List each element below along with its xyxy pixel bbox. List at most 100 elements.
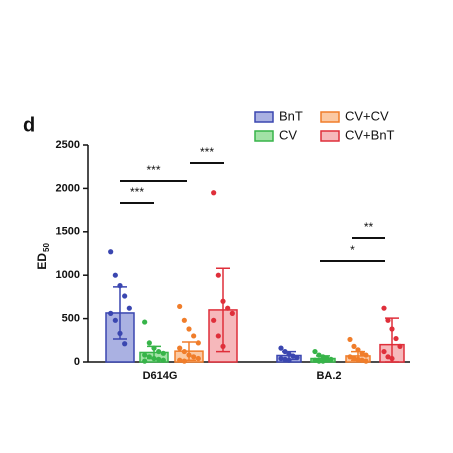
data-point: [177, 345, 183, 351]
legend-label: CV+BnT: [345, 127, 395, 142]
data-point: [290, 353, 296, 359]
data-point: [156, 348, 162, 355]
y-tick-label: 2500: [56, 139, 80, 151]
data-point: [355, 347, 361, 353]
data-point: [160, 357, 166, 363]
panel-label: d: [23, 114, 35, 136]
data-point: [117, 283, 123, 289]
data-point: [385, 354, 391, 360]
data-point: [211, 190, 217, 196]
data-point: [191, 333, 197, 339]
data-point: [211, 317, 217, 323]
data-point: [142, 319, 148, 325]
data-point: [156, 356, 162, 362]
data-point: [286, 351, 292, 357]
data-point: [347, 336, 353, 343]
y-label-main: ED: [35, 253, 49, 270]
data-point: [347, 354, 353, 360]
legend-label: BnT: [279, 108, 303, 123]
data-point: [381, 305, 387, 311]
data-point: [112, 317, 118, 323]
data-point: [215, 333, 221, 339]
data-point: [312, 357, 318, 363]
data-point: [363, 352, 369, 358]
data-point: [389, 355, 395, 362]
significance-label: *: [350, 243, 355, 257]
data-point: [381, 348, 387, 355]
data-point: [220, 343, 226, 349]
legend-label: CV: [279, 127, 297, 142]
data-point: [316, 352, 322, 358]
data-point: [181, 317, 187, 323]
data-point: [278, 355, 284, 362]
data-point: [351, 343, 357, 349]
data-point: [126, 305, 132, 311]
y-tick-label: 1000: [56, 269, 80, 281]
data-point: [177, 303, 183, 310]
legend-swatch: [320, 111, 340, 123]
data-point: [186, 352, 192, 358]
data-point: [278, 345, 284, 351]
data-point: [229, 310, 235, 316]
data-point: [286, 357, 292, 363]
y-label: ED 50: [35, 243, 51, 270]
data-point: [146, 340, 152, 346]
data-point: [151, 345, 157, 351]
data-point: [389, 326, 395, 332]
legend-swatch: [254, 111, 274, 123]
data-point: [160, 350, 166, 356]
data-point: [328, 356, 334, 362]
y-tick-label: 1500: [56, 226, 80, 238]
data-point: [142, 358, 148, 364]
y-tick-label: 2000: [56, 182, 80, 194]
data-point: [282, 356, 288, 362]
y-tick-label: 0: [74, 356, 80, 368]
data-point: [195, 340, 201, 346]
data-point: [142, 352, 148, 358]
legend-swatch: [254, 130, 274, 142]
data-point: [324, 355, 330, 362]
data-point: [177, 357, 183, 363]
x-tick-label: D614G: [143, 370, 178, 382]
data-point: [393, 335, 399, 342]
data-point: [385, 317, 391, 323]
data-point: [181, 348, 187, 355]
data-point: [108, 310, 114, 316]
significance-label: ***: [200, 145, 214, 159]
data-point: [225, 305, 231, 311]
data-point: [359, 350, 365, 356]
data-point: [215, 272, 221, 278]
data-point: [181, 358, 187, 364]
significance-label: **: [364, 220, 374, 234]
y-label-sub: 50: [42, 243, 51, 252]
legend-label: CV+CV: [345, 108, 389, 123]
data-point: [112, 272, 118, 278]
data-point: [122, 341, 128, 347]
data-point: [282, 348, 288, 355]
significance-label: ***: [130, 185, 144, 199]
data-point: [320, 354, 326, 360]
data-point: [359, 357, 365, 363]
data-point: [151, 355, 157, 362]
data-point: [320, 358, 326, 364]
significance-label: ***: [146, 163, 160, 177]
data-point: [122, 293, 128, 299]
data-point: [294, 355, 300, 361]
x-tick-label: BA.2: [316, 370, 341, 382]
data-point: [397, 343, 403, 349]
data-point: [108, 249, 114, 255]
data-point: [117, 330, 123, 336]
data-point: [186, 326, 192, 332]
error-bar: [216, 267, 230, 353]
data-point: [220, 298, 226, 304]
data-point: [312, 348, 318, 355]
data-point: [351, 355, 357, 362]
data-point: [316, 358, 322, 364]
data-point: [146, 354, 152, 360]
data-point: [355, 356, 361, 362]
y-tick-label: 500: [62, 313, 80, 325]
legend-swatch: [320, 130, 340, 142]
data-point: [191, 354, 197, 360]
data-point: [363, 358, 369, 364]
